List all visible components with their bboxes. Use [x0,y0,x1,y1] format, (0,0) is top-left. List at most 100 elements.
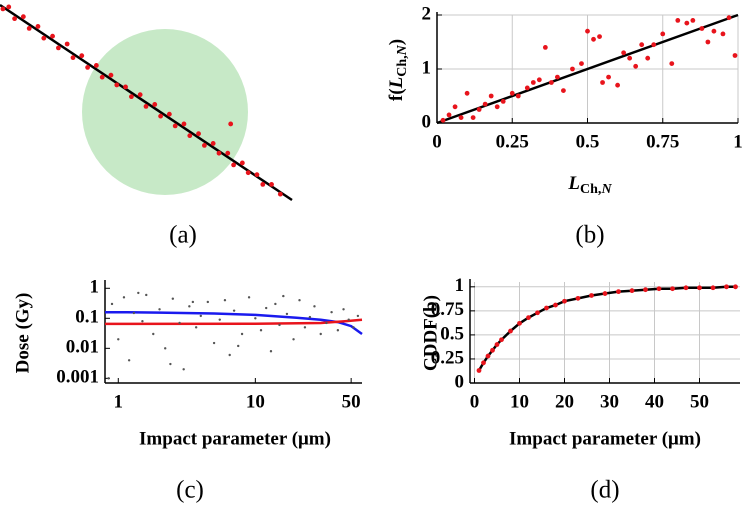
y-tick-label: 0.25 [431,347,464,368]
x-tick-label: 20 [555,391,574,412]
data-point [711,28,717,34]
x-tick-label: 10 [510,391,529,412]
data-point [579,61,584,66]
data-point [218,318,221,321]
data-point [26,26,32,31]
data-point [178,321,181,325]
data-point [494,104,500,110]
data-point [656,286,662,292]
data-point [675,18,681,23]
data-point [158,308,161,311]
data-point [137,291,140,295]
x-axis-label: Impact parameter (μm) [139,428,331,449]
data-point [600,80,605,85]
data-point [240,332,244,336]
data-line [477,285,736,372]
label-part: N [395,44,410,56]
data-point [166,111,172,117]
data-point [247,296,251,299]
data-point [500,99,506,104]
y-tick-label: 2 [422,3,432,24]
data-point [308,315,312,319]
data-point [724,284,729,290]
data-point [188,305,191,308]
data-point [122,296,126,299]
data-point [440,117,446,123]
data-point [298,299,301,302]
panel-label: (b) [575,222,604,249]
shade-disk [82,29,248,195]
data-point [99,74,105,80]
data-point [509,90,515,96]
data-point [517,320,522,326]
label-part: f( [386,88,407,101]
data-point [690,18,696,23]
data-point [570,66,575,72]
data-point [639,42,645,48]
data-point [206,300,210,304]
data-point [245,170,251,176]
data-point [232,309,236,312]
data-point [330,310,333,314]
data-point [145,293,148,297]
data-point [458,115,464,120]
data-point [481,360,486,366]
data-point [171,297,175,300]
data-point [561,88,566,93]
data-point [93,63,99,68]
data-point [259,329,263,332]
data-point [342,308,345,311]
label-part: Ch, [395,55,410,76]
data-point [319,332,322,336]
data-point [452,104,458,110]
data-point [254,172,260,178]
data-point [164,347,167,350]
data-point [476,368,482,373]
x-tick-label: 0.25 [496,131,529,152]
data-point [615,82,620,88]
data-line [104,318,363,326]
x-axis-label: LCh,N [567,173,612,197]
data-point [278,323,281,327]
data-point [0,6,6,12]
data-point [621,50,627,56]
data-point [20,14,26,20]
data-point [202,143,207,148]
data-point [597,34,602,39]
data-point [228,121,234,127]
data-point [488,93,494,99]
x-tick-label: 10 [246,391,265,412]
data-point [499,337,504,343]
data-point [172,123,178,129]
data-point [194,326,198,329]
data-point [508,328,513,334]
data-point [127,359,131,362]
data-point [292,338,295,341]
data-point [720,31,726,37]
data-point [464,90,470,96]
data-point [123,84,128,90]
data-point [143,104,149,109]
data-point [158,113,164,119]
data-point [336,329,340,332]
data-point [12,16,17,22]
data-point [555,74,560,80]
data-point [683,285,689,291]
data-point [225,150,231,156]
data-point [107,377,110,380]
x-tick-label: 1 [114,391,124,412]
data-point [152,102,158,107]
data-point [544,305,549,311]
data-point [137,92,143,98]
x-tick-label: 1 [733,131,743,152]
fit-line [0,3,293,202]
x-tick-label: 50 [342,391,361,412]
data-point [562,298,567,304]
y-tick-label: 0.75 [431,299,464,320]
data-point [606,74,611,80]
label-part: Ch, [580,182,601,197]
data-point [645,55,651,61]
data-point [108,72,114,78]
data-point [352,326,355,329]
